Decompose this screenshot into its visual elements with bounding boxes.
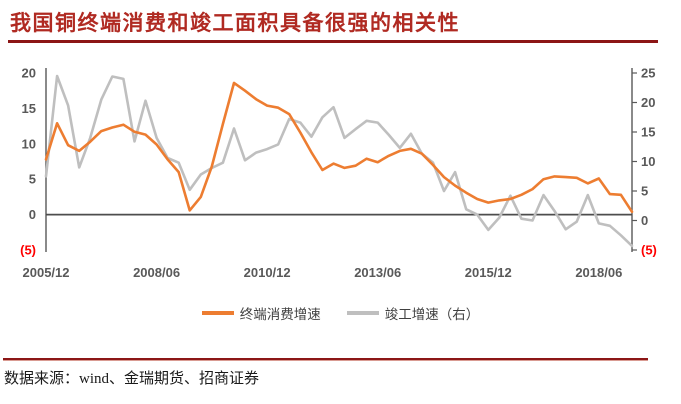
- page-title: 我国铜终端消费和竣工面积具备很强的相关性: [10, 11, 460, 35]
- x-axis-tick-label: 2010/12: [244, 265, 291, 280]
- x-axis-tick-label: 2018/06: [575, 265, 622, 280]
- x-axis-tick-label: 2005/12: [23, 265, 70, 280]
- y-axis-right-tick-label: 10: [641, 154, 655, 169]
- x-axis-tick-label: 2013/06: [354, 265, 401, 280]
- title-rule: [8, 40, 658, 43]
- y-axis-right-tick-label: (5): [641, 243, 657, 258]
- data-source-note: 数据来源：wind、金瑞期货、招商证券: [4, 371, 260, 387]
- y-axis-right-tick-label: 0: [641, 213, 648, 228]
- y-axis-left-tick-label: 15: [22, 101, 36, 116]
- y-axis-right-tick-label: 15: [641, 125, 655, 140]
- y-axis-left-tick-label: 10: [22, 136, 36, 151]
- legend-item-completion: 竣工增速（右）: [346, 303, 480, 323]
- legend-item-consumption: 终端消费增速: [201, 303, 321, 323]
- chart-legend: 终端消费增速 竣工增速（右）: [0, 303, 681, 323]
- footer-rule: [3, 358, 648, 361]
- series-line-completion: [44, 74, 634, 248]
- y-axis-right-tick-label: 20: [641, 95, 655, 110]
- y-axis-right-tick-label: 5: [641, 184, 648, 199]
- legend-label-consumption: 终端消费增速: [239, 307, 321, 322]
- legend-swatch-consumption: [201, 311, 234, 315]
- x-axis-tick-label: 2008/06: [133, 265, 180, 280]
- legend-label-completion: 竣工增速（右）: [384, 307, 480, 322]
- y-axis-left-tick-label: 20: [22, 66, 36, 81]
- y-axis-left-tick-label: 0: [29, 207, 36, 222]
- y-axis-left-tick-label: (5): [20, 243, 36, 258]
- y-axis-left-tick-label: 5: [29, 172, 36, 187]
- series-line-consumption: [44, 81, 634, 214]
- x-axis-tick-label: 2015/12: [465, 265, 512, 280]
- y-axis-right-tick-label: 25: [641, 66, 655, 81]
- legend-swatch-completion: [346, 311, 379, 315]
